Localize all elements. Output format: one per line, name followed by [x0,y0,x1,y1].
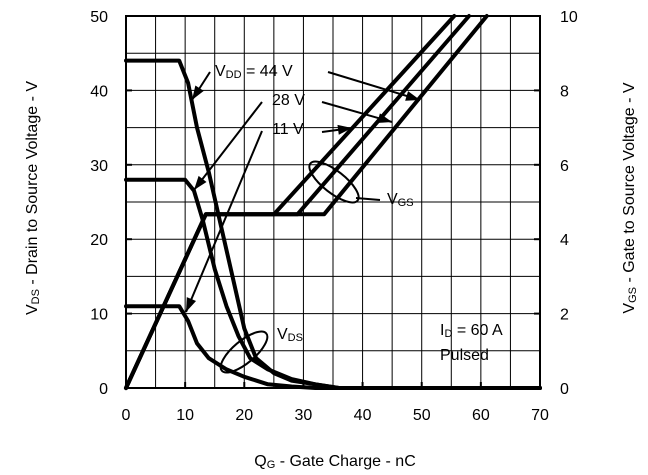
series-line-vds-1 [124,177,542,390]
x-tick-label: 70 [531,407,549,424]
x-axis-title: QG - Gate Charge - nC [254,453,416,471]
annotation-vgs: VGS [387,191,414,209]
y-left-tick-label: 10 [90,307,108,324]
series-line-vgs-5 [124,14,457,390]
arrow-vdd-44v-vds-head [192,85,204,100]
arrow-28v-vds-line [193,101,263,191]
y-left-tick-label: 50 [90,9,108,26]
y-left-tick-label: 30 [90,158,108,175]
y-right-tick-label: 8 [560,83,569,100]
series-line-vds-2 [124,304,542,390]
ticks: 0 10 20 30 40 50 60 70 0 10 20 30 40 50 0 2 4 6 8 10 [90,9,578,424]
ellipse-vds [219,330,269,374]
arrow-28v-vds-head [194,175,207,190]
ellipse-vgs [308,160,360,204]
annotation-pulsed: Pulsed [440,347,489,364]
x-tick-label: 60 [472,407,490,424]
arrow-11v-vds-head [186,297,197,312]
annotation-vds: VDS [277,326,303,344]
x-tick-label: 0 [122,407,131,424]
y-left-tick-label: 0 [99,381,108,398]
x-tick-label: 20 [235,407,253,424]
x-tick-label: 40 [354,407,372,424]
arrow-28v-vgs-head [377,113,392,123]
series [124,14,542,390]
arrow-vdd-44v-vgs-line [327,71,421,101]
y-right-tick-label: 4 [560,232,569,249]
annotation-vdd-44v: VDD = 44 V [215,63,293,81]
pointer-vgs [355,197,381,201]
arrow-11v-vgs-head [337,124,352,135]
x-tick-label: 10 [176,407,194,424]
annotation-28v: 28 V [272,92,305,109]
y-axis-right-title: VGS - Gate to Source Voltage - V [621,82,639,313]
annotation-11v: 11 V [272,121,304,138]
y-right-tick-label: 10 [560,9,578,26]
arrow-vdd-44v-vgs-head [405,91,420,101]
x-tick-label: 50 [413,407,431,424]
x-tick-label: 30 [295,407,313,424]
y-right-tick-label: 6 [560,158,569,175]
annotation-id-60a: ID = 60 A [440,322,503,340]
y-axis-left-title: VDS - Drain to Source Voltage - V [24,81,42,315]
y-left-tick-label: 20 [90,232,108,249]
y-right-tick-label: 2 [560,307,569,324]
annotation-arrows [185,71,421,374]
y-right-tick-label: 0 [560,381,569,398]
y-left-tick-label: 40 [90,83,108,100]
arrow-11v-vds-line [185,130,263,313]
